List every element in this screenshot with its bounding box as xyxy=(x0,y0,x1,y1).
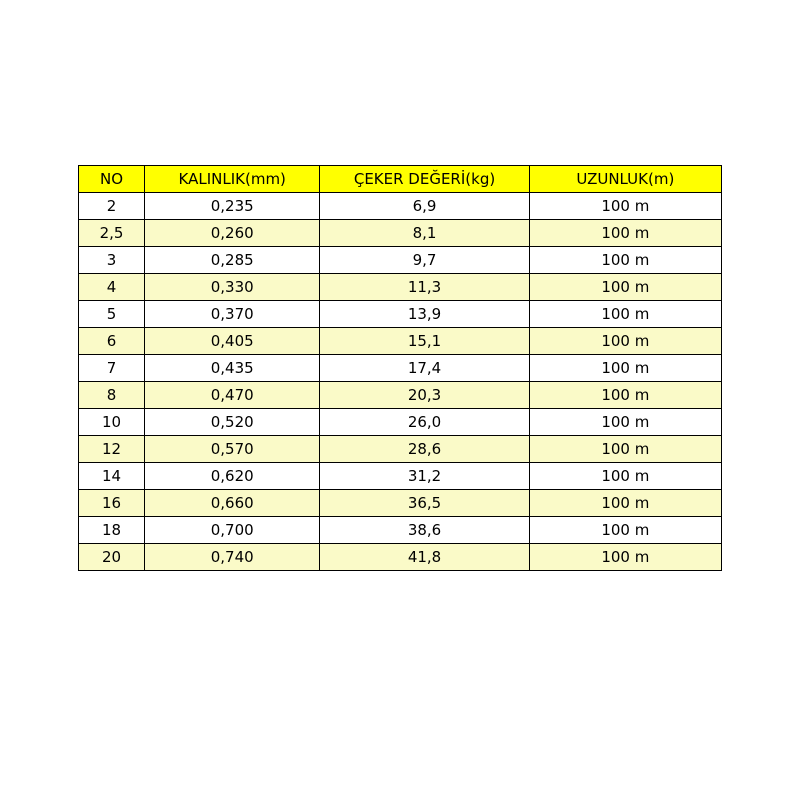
cell-thickness: 0,700 xyxy=(144,516,321,544)
cell-tensile: 20,3 xyxy=(319,381,530,409)
table-row: 8 0,470 20,3 100 m xyxy=(77,381,723,409)
header-tensile: ÇEKER DEĞERİ(kg) xyxy=(319,165,530,193)
cell-thickness: 0,620 xyxy=(144,462,321,490)
header-no: NO xyxy=(77,165,146,193)
cell-thickness: 0,470 xyxy=(144,381,321,409)
table-row: 20 0,740 41,8 100 m xyxy=(77,543,723,571)
cell-length: 100 m xyxy=(528,219,723,247)
cell-thickness: 0,660 xyxy=(144,489,321,517)
cell-tensile: 11,3 xyxy=(319,273,530,301)
cell-no: 3 xyxy=(77,246,146,274)
table-row: 14 0,620 31,2 100 m xyxy=(77,462,723,490)
cell-length: 100 m xyxy=(528,246,723,274)
table-row: 4 0,330 11,3 100 m xyxy=(77,273,723,301)
cell-length: 100 m xyxy=(528,273,723,301)
cell-thickness: 0,520 xyxy=(144,408,321,436)
table-row: 7 0,435 17,4 100 m xyxy=(77,354,723,382)
cell-length: 100 m xyxy=(528,435,723,463)
cell-tensile: 38,6 xyxy=(319,516,530,544)
cell-no: 16 xyxy=(77,489,146,517)
cell-length: 100 m xyxy=(528,327,723,355)
table-body: 2 0,235 6,9 100 m 2,5 0,260 8,1 100 m 3 0,285 9,7 1… xyxy=(77,192,723,571)
table-row: 2 0,235 6,9 100 m xyxy=(77,192,723,220)
cell-length: 100 m xyxy=(528,489,723,517)
table-row: 18 0,700 38,6 100 m xyxy=(77,516,723,544)
cell-no: 2,5 xyxy=(77,219,146,247)
cell-tensile: 9,7 xyxy=(319,246,530,274)
cell-thickness: 0,435 xyxy=(144,354,321,382)
cell-thickness: 0,405 xyxy=(144,327,321,355)
cell-thickness: 0,740 xyxy=(144,543,321,571)
cell-no: 6 xyxy=(77,327,146,355)
cell-tensile: 26,0 xyxy=(319,408,530,436)
cell-length: 100 m xyxy=(528,408,723,436)
header-row: NO KALINLIK(mm) ÇEKER DEĞERİ(kg) UZUNLUK… xyxy=(77,165,723,193)
cell-thickness: 0,370 xyxy=(144,300,321,328)
table-row: 12 0,570 28,6 100 m xyxy=(77,435,723,463)
cell-length: 100 m xyxy=(528,192,723,220)
cell-no: 8 xyxy=(77,381,146,409)
cell-tensile: 28,6 xyxy=(319,435,530,463)
cell-thickness: 0,285 xyxy=(144,246,321,274)
cell-no: 20 xyxy=(77,543,146,571)
cell-length: 100 m xyxy=(528,543,723,571)
table-row: 6 0,405 15,1 100 m xyxy=(77,327,723,355)
cell-length: 100 m xyxy=(528,300,723,328)
cell-thickness: 0,570 xyxy=(144,435,321,463)
cell-no: 10 xyxy=(77,408,146,436)
table-row: 10 0,520 26,0 100 m xyxy=(77,408,723,436)
cell-no: 7 xyxy=(77,354,146,382)
cell-length: 100 m xyxy=(528,381,723,409)
cell-length: 100 m xyxy=(528,516,723,544)
table-row: 2,5 0,260 8,1 100 m xyxy=(77,219,723,247)
cell-no: 12 xyxy=(77,435,146,463)
cell-thickness: 0,330 xyxy=(144,273,321,301)
cell-tensile: 36,5 xyxy=(319,489,530,517)
cell-no: 4 xyxy=(77,273,146,301)
cell-tensile: 17,4 xyxy=(319,354,530,382)
cell-no: 18 xyxy=(77,516,146,544)
cell-length: 100 m xyxy=(528,354,723,382)
specs-table: NO KALINLIK(mm) ÇEKER DEĞERİ(kg) UZUNLUK… xyxy=(77,165,723,571)
header-thickness: KALINLIK(mm) xyxy=(144,165,321,193)
cell-length: 100 m xyxy=(528,462,723,490)
cell-tensile: 31,2 xyxy=(319,462,530,490)
cell-tensile: 15,1 xyxy=(319,327,530,355)
cell-tensile: 8,1 xyxy=(319,219,530,247)
cell-thickness: 0,260 xyxy=(144,219,321,247)
table-row: 16 0,660 36,5 100 m xyxy=(77,489,723,517)
header-length: UZUNLUK(m) xyxy=(528,165,723,193)
cell-no: 14 xyxy=(77,462,146,490)
table-row: 5 0,370 13,9 100 m xyxy=(77,300,723,328)
cell-no: 2 xyxy=(77,192,146,220)
cell-tensile: 6,9 xyxy=(319,192,530,220)
cell-tensile: 41,8 xyxy=(319,543,530,571)
cell-thickness: 0,235 xyxy=(144,192,321,220)
table-row: 3 0,285 9,7 100 m xyxy=(77,246,723,274)
cell-no: 5 xyxy=(77,300,146,328)
cell-tensile: 13,9 xyxy=(319,300,530,328)
